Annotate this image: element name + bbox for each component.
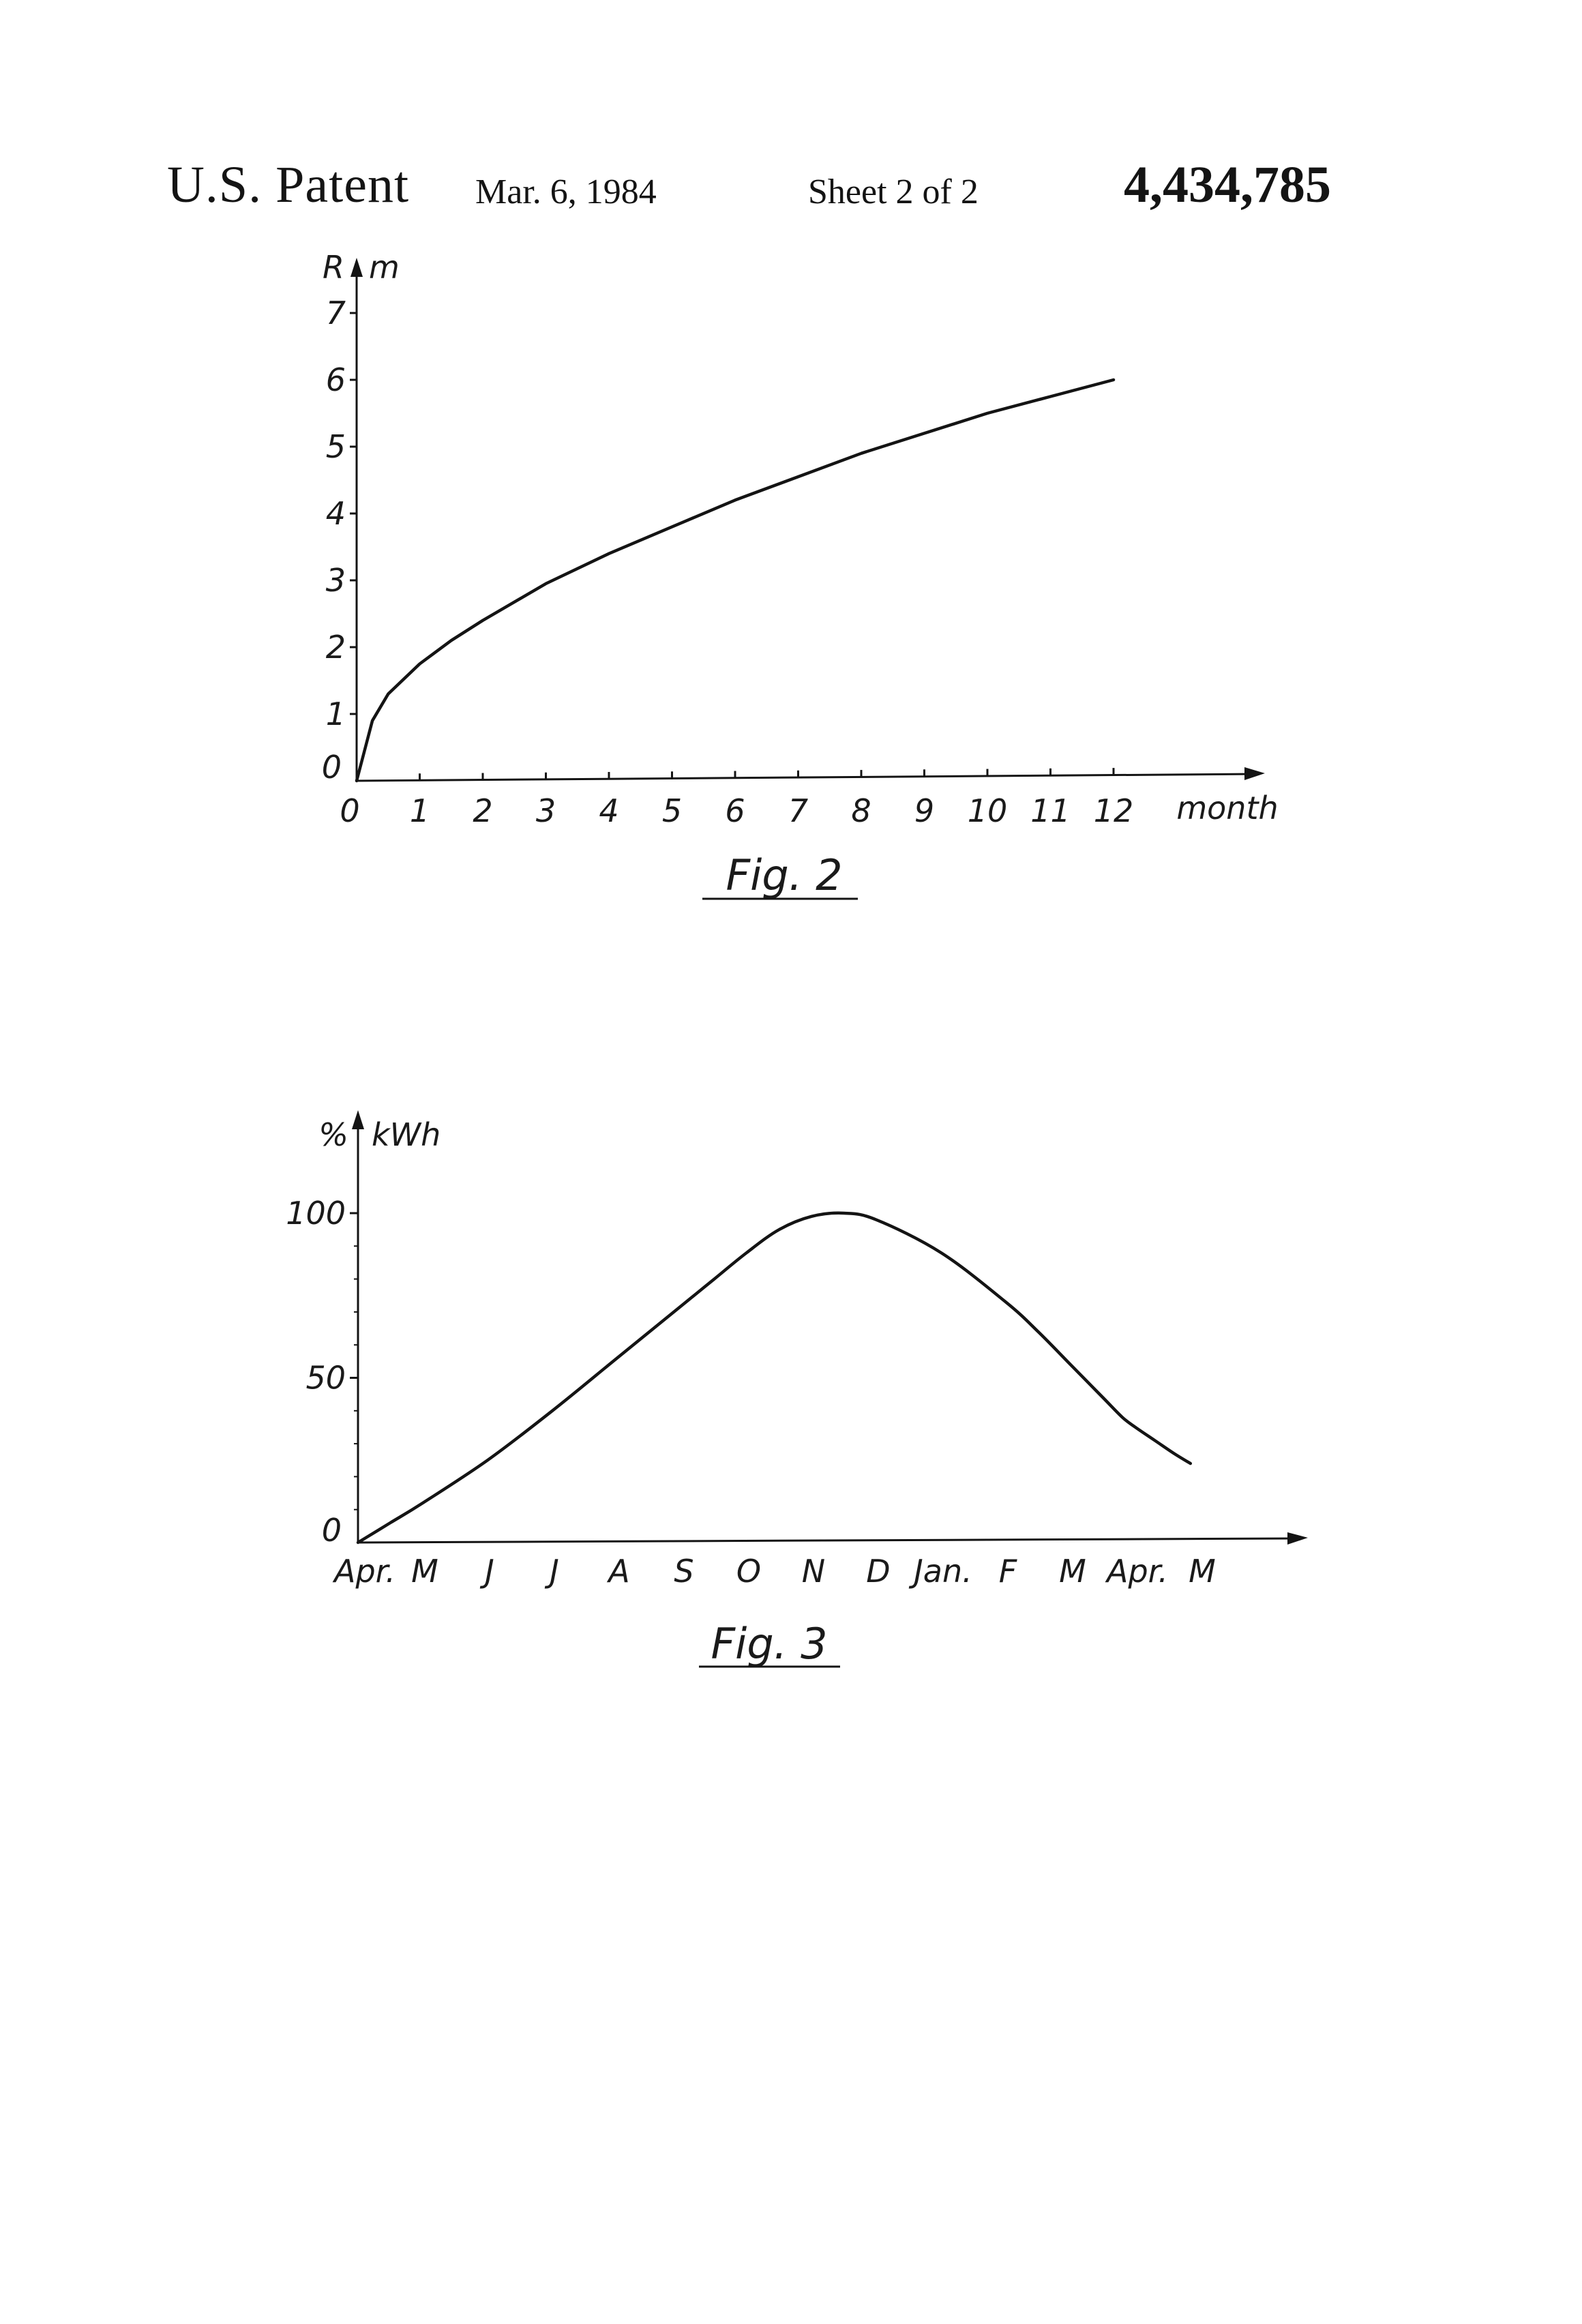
fig3-y-unit: kWh — [372, 1116, 441, 1153]
fig2-y-tick-label: 2 — [326, 629, 346, 666]
fig2-x-tick-label: 6 — [725, 792, 745, 829]
fig3-x-tick-label: J — [479, 1553, 494, 1590]
fig2-x-tick-label: 1 — [410, 792, 430, 829]
fig2-y-tick-label: 6 — [326, 361, 346, 398]
fig2-label: Fig. 2 — [726, 850, 842, 900]
fig3-x-axis — [358, 1538, 1298, 1543]
fig2-x-tick-label: 7 — [788, 792, 808, 829]
fig2-x-tick-label: 0 — [340, 792, 359, 829]
fig2-y-tick-label: 7 — [326, 295, 346, 331]
fig2-x-tick-label: 3 — [536, 792, 556, 829]
fig3-y-tick-label: 0 — [322, 1512, 342, 1549]
fig3-y-arrow — [352, 1110, 364, 1129]
fig3-x-tick-label: F — [999, 1553, 1017, 1590]
fig3-x-tick-label: N — [802, 1553, 825, 1590]
fig3-y-label: % — [318, 1116, 348, 1153]
fig2-x-axis — [357, 774, 1255, 781]
fig3-y-tick-label: 100 — [286, 1195, 346, 1232]
fig2-y-tick-label: 4 — [326, 495, 346, 532]
fig3-x-tick-label: Jan. — [908, 1553, 972, 1590]
fig2-x-tick-label: 11 — [1030, 792, 1071, 829]
fig2-x-tick-label: 8 — [851, 792, 871, 829]
fig2-x-tick-label: 4 — [599, 792, 618, 829]
fig3-label: Fig. 3 — [711, 1619, 827, 1669]
fig3-x-arrow — [1287, 1532, 1308, 1545]
fig2-x-tick-label: 12 — [1094, 792, 1134, 829]
fig2-curve — [357, 380, 1114, 781]
fig3-x-tick-label: Apr. — [332, 1553, 395, 1590]
fig3-x-tick-label: J — [544, 1553, 559, 1590]
fig3-x-tick-label: M — [411, 1553, 438, 1590]
fig2-y-arrow — [350, 258, 363, 277]
fig3-x-tick-label: M — [1189, 1553, 1216, 1590]
fig3-x-tick-label: O — [736, 1553, 761, 1590]
fig2-x-label: month — [1176, 790, 1278, 826]
fig2-x-tick-label: 9 — [914, 792, 934, 829]
fig2-y-tick-label: 0 — [322, 749, 342, 786]
fig3-curve — [358, 1213, 1191, 1543]
fig2-y-tick-label: 3 — [326, 562, 346, 599]
fig2-y-label: R — [323, 249, 344, 286]
fig2-y-tick-label: 5 — [326, 428, 346, 465]
fig3-x-tick-label: S — [674, 1553, 693, 1590]
fig2-x-arrow — [1244, 767, 1265, 780]
fig2-x-tick-label: 5 — [662, 792, 682, 829]
fig3-y-tick-label: 50 — [305, 1360, 346, 1397]
fig2-y-unit: m — [369, 249, 400, 286]
fig3-x-tick-label: M — [1059, 1553, 1086, 1590]
fig3-x-tick-label: A — [606, 1553, 629, 1590]
fig3-x-tick-label: Apr. — [1105, 1553, 1168, 1590]
fig2-x-tick-label: 2 — [473, 792, 492, 829]
fig2-y-tick-label: 1 — [326, 696, 346, 732]
fig3-x-tick-label: D — [866, 1553, 890, 1590]
fig2-x-tick-label: 10 — [968, 792, 1008, 829]
